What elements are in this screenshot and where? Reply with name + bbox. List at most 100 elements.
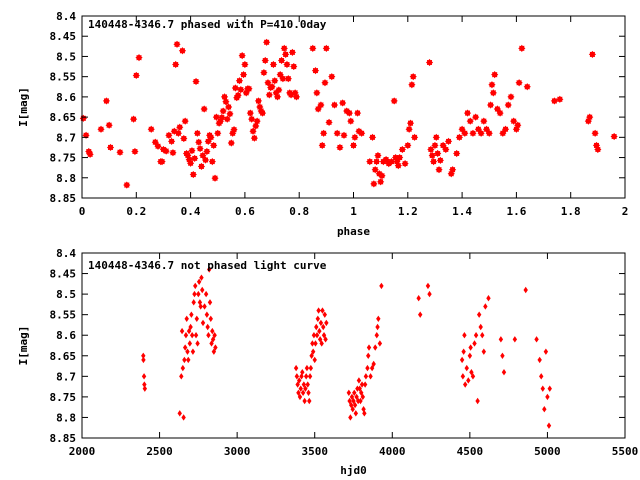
- unphased-y-tick-label: 8.4: [56, 247, 76, 260]
- unphased-x-tick-label: 5500: [612, 445, 639, 458]
- phased-y-tick-label: 8.4: [56, 10, 76, 23]
- data-point: [390, 97, 398, 105]
- data-point: [279, 75, 287, 83]
- data-point: [405, 125, 413, 133]
- data-point: [261, 56, 269, 65]
- data-point: [376, 315, 381, 322]
- data-point: [181, 117, 189, 125]
- unphased-y-ticks: 8.4 8.45 8.5 8.55 8.6 8.65 8.7 8.75 8.8 8.85: [50, 247, 625, 445]
- data-point: [168, 137, 176, 145]
- data-point: [198, 303, 203, 310]
- data-point: [184, 315, 189, 322]
- data-point: [586, 113, 594, 121]
- data-point: [284, 75, 292, 83]
- data-point: [196, 278, 202, 285]
- data-point: [265, 91, 273, 99]
- data-point: [241, 60, 249, 69]
- data-point: [182, 356, 187, 364]
- data-point: [308, 364, 314, 372]
- data-point: [320, 129, 328, 137]
- data-point: [463, 381, 468, 388]
- data-point: [203, 290, 209, 298]
- data-point: [271, 77, 279, 85]
- data-point: [222, 98, 230, 106]
- data-point: [340, 131, 348, 139]
- data-point: [200, 286, 205, 294]
- data-point: [315, 315, 321, 322]
- data-point: [186, 356, 191, 364]
- data-point: [319, 340, 324, 347]
- data-point: [219, 107, 227, 115]
- data-point: [321, 79, 329, 87]
- data-point: [253, 117, 261, 125]
- data-point: [191, 154, 199, 162]
- data-point: [275, 86, 283, 94]
- data-point: [235, 77, 244, 85]
- data-point: [165, 131, 173, 139]
- data-point: [468, 344, 473, 351]
- data-point: [345, 109, 354, 117]
- phased-y-tick-label: 8.75: [50, 152, 77, 165]
- phased-x-tick-label: 0.6: [235, 205, 255, 218]
- data-point: [141, 356, 146, 364]
- data-point: [201, 156, 210, 164]
- phased-x-tick-label: 1: [350, 205, 357, 218]
- data-point: [260, 69, 268, 77]
- data-point: [353, 109, 362, 117]
- data-point: [290, 62, 298, 71]
- data-point: [297, 393, 303, 401]
- data-point: [488, 81, 496, 89]
- data-point: [188, 147, 196, 155]
- data-point: [480, 117, 488, 125]
- data-point: [372, 158, 381, 166]
- data-point: [280, 44, 288, 52]
- data-point: [86, 150, 94, 158]
- data-point: [358, 397, 363, 405]
- phased-y-tick-label: 8.65: [50, 111, 77, 124]
- data-point: [362, 410, 367, 417]
- data-point: [378, 172, 386, 180]
- data-point: [496, 109, 504, 117]
- unphased-y-tick-label: 8.75: [50, 391, 77, 404]
- data-point: [269, 60, 278, 69]
- data-point: [481, 348, 487, 355]
- data-point: [317, 327, 322, 335]
- data-point: [460, 373, 466, 380]
- data-point: [442, 145, 450, 154]
- data-point: [591, 129, 599, 137]
- data-point: [142, 381, 147, 388]
- data-point: [307, 397, 312, 405]
- data-point: [435, 166, 443, 174]
- phased-x-tick-label: 0.8: [289, 205, 309, 218]
- data-point: [277, 56, 286, 65]
- data-point: [258, 109, 267, 117]
- unphased-x-tick-label: 4000: [379, 445, 406, 458]
- phased-y-tick-label: 8.85: [50, 192, 77, 205]
- unphased-y-tick-label: 8.45: [50, 268, 77, 281]
- data-point: [355, 397, 361, 405]
- data-point: [282, 50, 290, 59]
- data-point: [318, 319, 324, 327]
- data-point: [293, 364, 299, 372]
- data-point: [317, 101, 325, 109]
- data-point: [472, 113, 480, 121]
- data-point: [305, 381, 310, 388]
- data-point: [470, 373, 476, 380]
- unphased-x-tick-label: 3500: [301, 445, 328, 458]
- data-point: [208, 158, 216, 166]
- unphased-x-tick-label: 3000: [224, 445, 251, 458]
- data-point: [588, 50, 597, 59]
- data-point: [189, 170, 197, 179]
- data-point: [195, 340, 200, 347]
- phased-x-tick-label: 2: [622, 205, 629, 218]
- data-point: [377, 340, 383, 347]
- data-point: [463, 109, 472, 117]
- data-point: [300, 369, 305, 376]
- data-point: [352, 401, 358, 409]
- data-point: [543, 348, 549, 355]
- data-point: [500, 352, 505, 359]
- data-point: [141, 352, 146, 359]
- data-point: [204, 311, 210, 318]
- data-point: [298, 385, 303, 392]
- data-point: [218, 113, 226, 122]
